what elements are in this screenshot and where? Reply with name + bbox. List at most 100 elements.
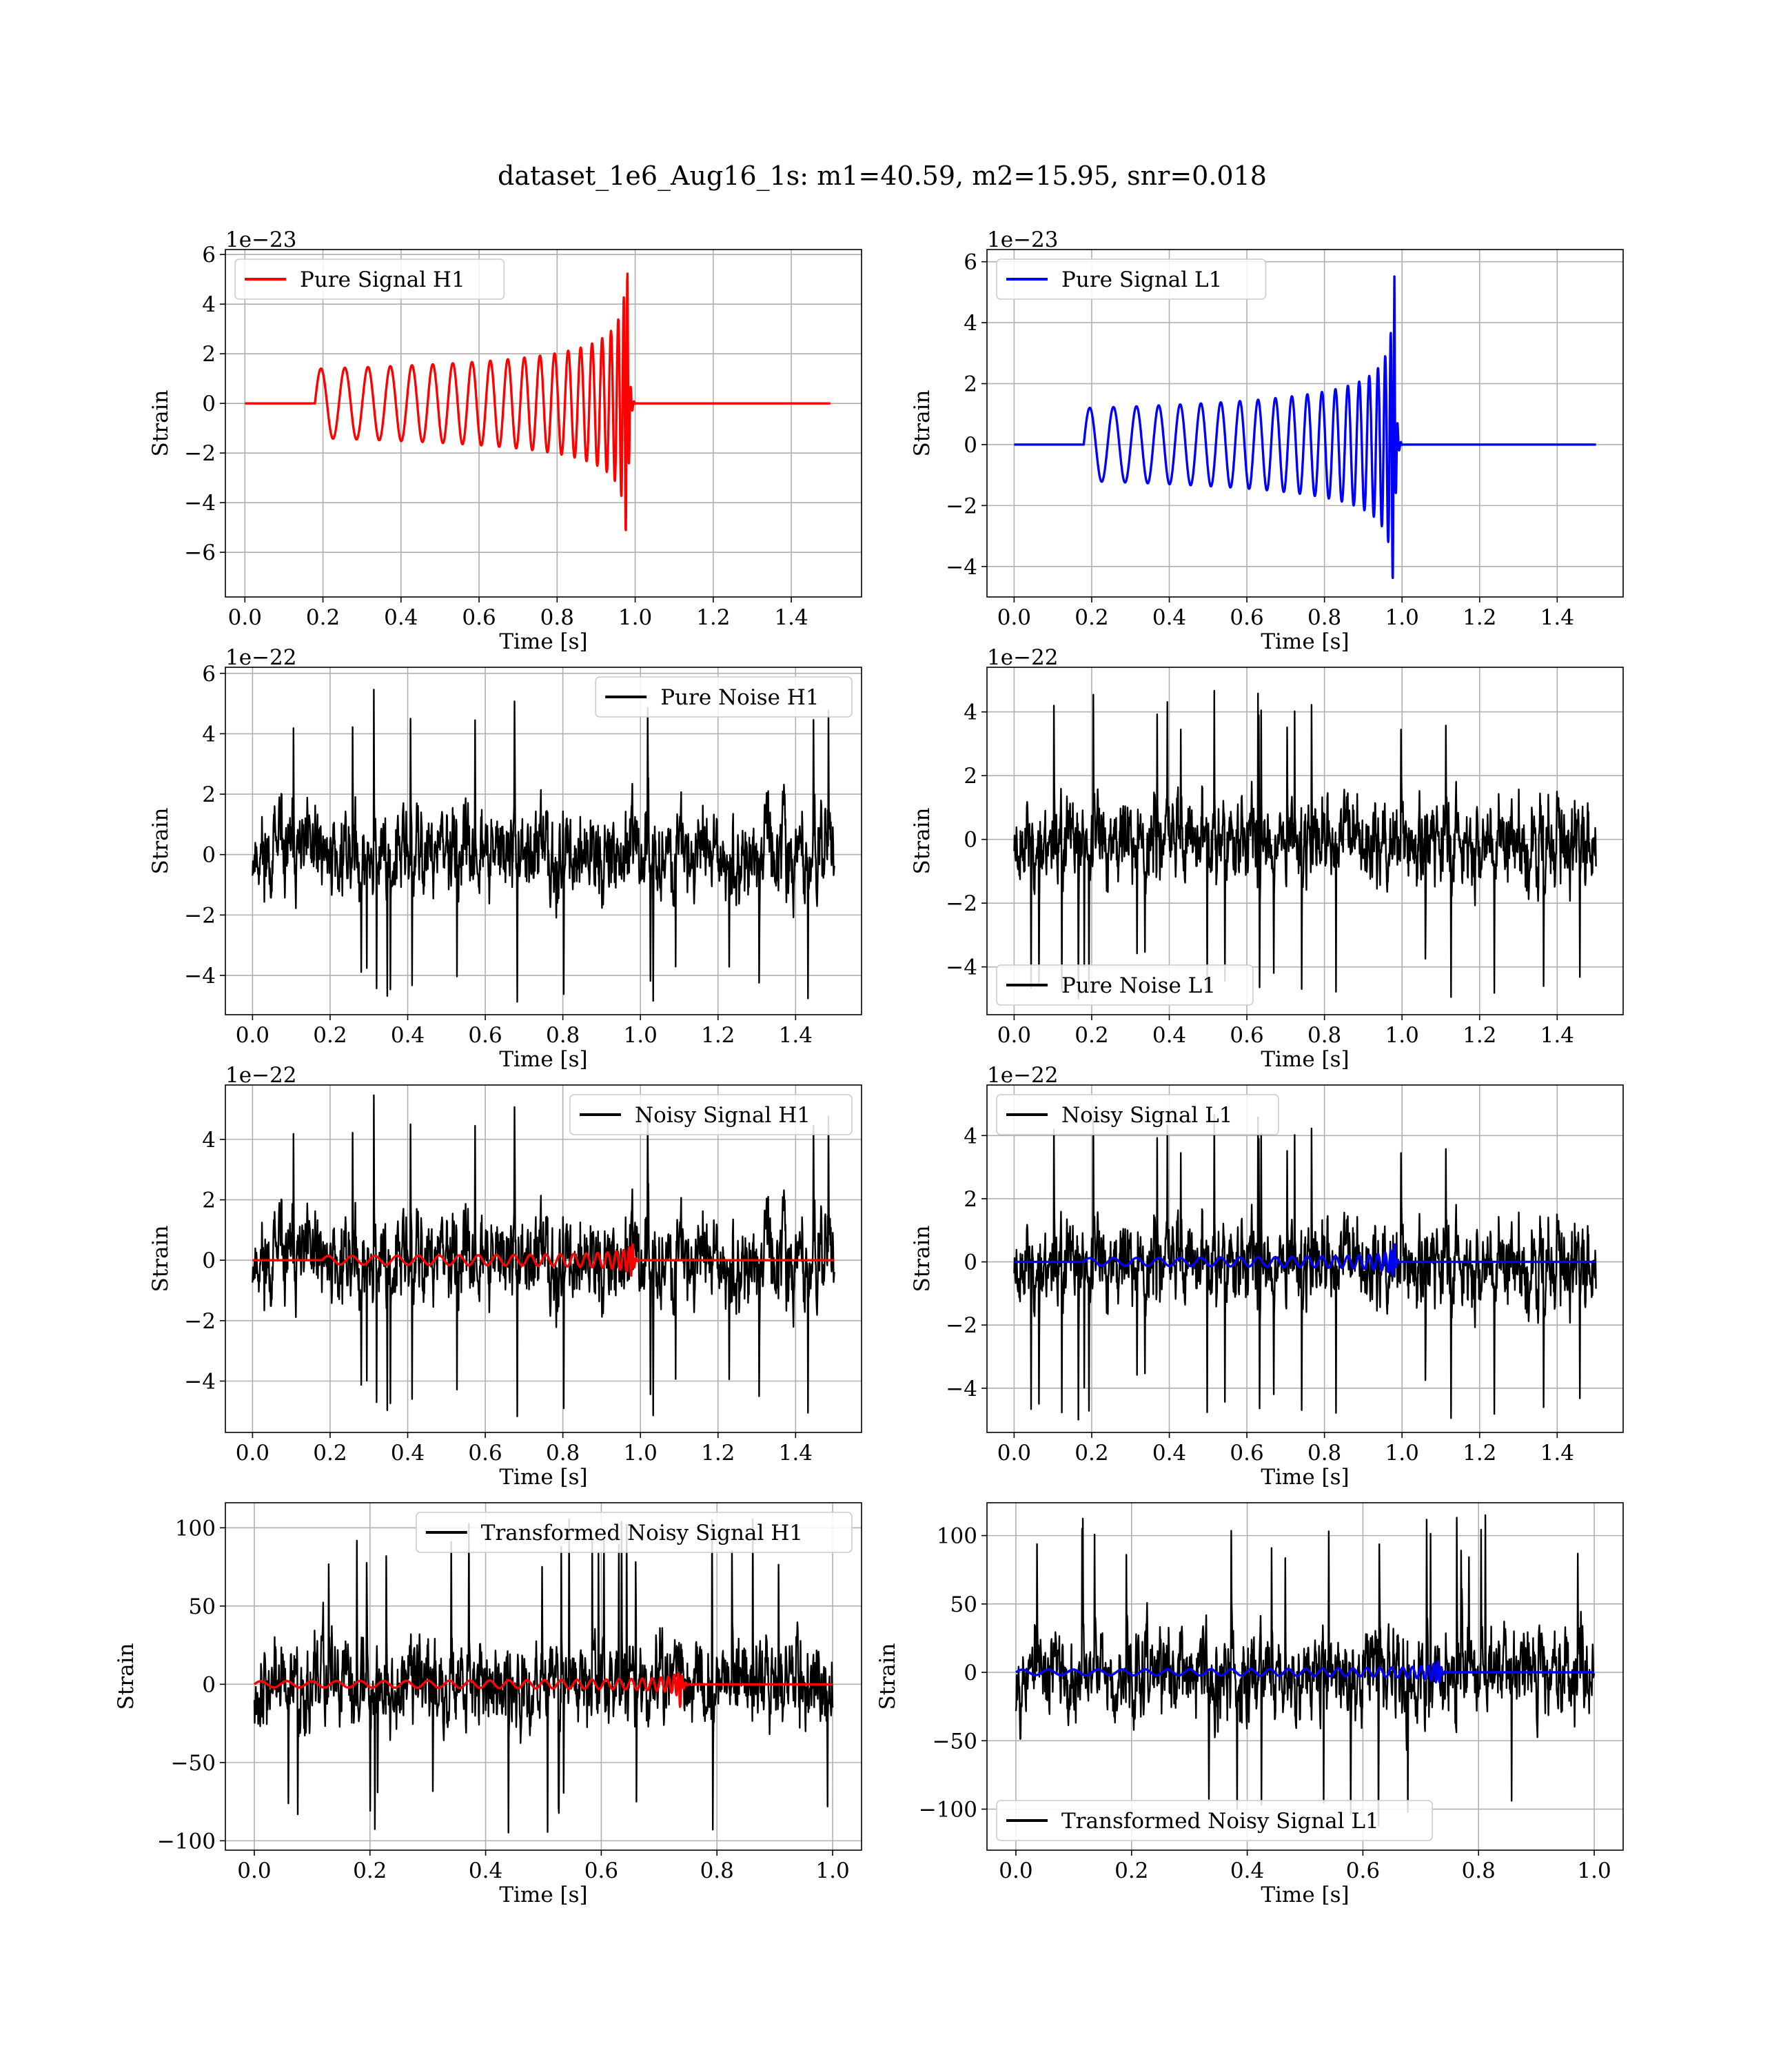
panel-pure-noise-l1: 0.0 0.2 0.4 0.6 0.8 1.0 1.2 1.4 −4 −2 0 2 4 Time [s] S…: [910, 645, 1624, 1072]
legend-label: Noisy Signal H1: [635, 1103, 811, 1128]
legend-label: Pure Noise H1: [660, 685, 819, 710]
x-tick-label: 0.4: [1152, 1441, 1186, 1466]
y-tick-label: 50: [950, 1592, 977, 1617]
y-tick-label: −6: [184, 540, 216, 565]
x-axis-label: Time [s]: [499, 1465, 587, 1490]
x-tick-label: 0.6: [584, 1858, 618, 1883]
legend: Pure Noise L1: [996, 964, 1254, 1006]
y-axis-label: Strain: [148, 808, 173, 875]
series-group: [1013, 689, 1597, 1000]
series-group: [252, 689, 835, 1003]
y-tick-label: 4: [202, 722, 216, 747]
y-axis-label: Strain: [148, 1226, 173, 1292]
axis-offset-text: 1e−22: [225, 1063, 297, 1088]
y-tick-label: 0: [964, 828, 977, 853]
axes-frame: [225, 1502, 862, 1851]
y-tick-label: −2: [184, 903, 216, 928]
legend: Pure Signal L1: [996, 258, 1267, 300]
x-tick-label: 0.2: [313, 1023, 347, 1048]
legend-label: Transformed Noisy Signal H1: [481, 1521, 803, 1545]
x-tick-label: 1.0: [624, 1441, 658, 1466]
series-group: [1015, 1514, 1596, 1827]
y-tick-label: 0: [964, 1250, 977, 1275]
y-tick-label: −2: [946, 1313, 977, 1338]
x-tick-label: 0.8: [1307, 1023, 1341, 1048]
axes-frame: [986, 249, 1624, 598]
y-tick-label: 0: [202, 1672, 216, 1697]
legend-box: [996, 1094, 1279, 1135]
x-tick-label: 1.2: [1463, 1023, 1496, 1048]
legend-box: [996, 258, 1267, 300]
x-tick-label: 1.0: [1385, 605, 1419, 630]
panel-transformed-l1: 0.0 0.2 0.4 0.6 0.8 1.0 −100 −50 0 50 100 Time [s] S…: [875, 1502, 1624, 1907]
series-group: [1013, 1113, 1597, 1421]
y-tick-label: −2: [184, 441, 216, 466]
x-tick-label: 0.4: [391, 1023, 425, 1048]
axis-offset-text: 1e−22: [987, 645, 1059, 670]
x-tick-label: 1.4: [1540, 605, 1574, 630]
x-tick-label: 0.8: [546, 1023, 580, 1048]
legend-box: [569, 1094, 853, 1135]
x-tick-label: 0.2: [1114, 1858, 1148, 1883]
y-tick-label: 0: [964, 1661, 977, 1685]
x-tick-label: 0.4: [1152, 1023, 1186, 1048]
x-tick-label: 1.0: [1577, 1858, 1611, 1883]
panel-noisy-signal-l1: 0.0 0.2 0.4 0.6 0.8 1.0 1.2 1.4 −4 −2 0 2 4 Time [s] S…: [910, 1063, 1624, 1490]
x-tick-label: 0.0: [236, 1441, 269, 1466]
legend-label: Pure Signal H1: [300, 267, 465, 292]
x-tick-label: 0.0: [236, 1023, 269, 1048]
y-tick-label: −2: [946, 494, 977, 518]
series-line-signal: [1015, 1660, 1596, 1684]
y-tick-label: −100: [157, 1829, 216, 1854]
series-line-signal: [253, 1672, 834, 1708]
x-axis-label: Time [s]: [499, 629, 587, 654]
y-tick-label: 4: [964, 700, 977, 725]
series-line-signal: [1013, 275, 1597, 580]
series-line-signal: [243, 272, 832, 531]
x-tick-label: 0.4: [1230, 1858, 1264, 1883]
y-tick-label: 100: [175, 1516, 216, 1541]
y-tick-label: −4: [184, 491, 216, 516]
x-tick-label: 0.2: [313, 1441, 347, 1466]
axes-frame: [986, 667, 1624, 1015]
series-line-noise: [252, 1094, 835, 1417]
x-axis-label: Time [s]: [1261, 1465, 1349, 1490]
x-tick-label: 0.6: [1230, 1023, 1263, 1048]
x-tick-label: 0.0: [228, 605, 262, 630]
series-group: [252, 1094, 835, 1417]
series-line-noise: [252, 689, 835, 1003]
y-tick-label: 6: [202, 662, 216, 687]
x-tick-label: 1.0: [815, 1858, 849, 1883]
x-tick-label: 0.0: [237, 1858, 271, 1883]
y-tick-label: 4: [964, 311, 977, 336]
x-axis-label: Time [s]: [499, 1047, 587, 1072]
y-axis-label: Strain: [910, 390, 935, 457]
x-tick-label: 0.0: [997, 1441, 1031, 1466]
legend-box: [415, 1512, 853, 1553]
panels: 0.0 0.2 0.4 0.6 0.8 1.0 1.2 1.4 −6 −4 −2 0 2 4 6 Time […: [114, 227, 1624, 1907]
x-tick-label: 0.0: [999, 1858, 1032, 1883]
legend-label: Noisy Signal L1: [1061, 1103, 1233, 1128]
x-axis-label: Time [s]: [1261, 1883, 1349, 1907]
x-tick-label: 0.8: [1307, 1441, 1341, 1466]
figure-title: dataset_1e6_Aug16_1s: m1=40.59, m2=15.95…: [498, 161, 1267, 192]
y-axis-label: Strain: [875, 1643, 900, 1710]
panel-pure-noise-h1: 0.0 0.2 0.4 0.6 0.8 1.0 1.2 1.4 −4 −2 0 2 4 6 Time [s]…: [148, 645, 862, 1072]
series-line-noise: [1013, 689, 1597, 1000]
y-tick-label: 2: [964, 764, 977, 789]
y-tick-label: −2: [946, 891, 977, 916]
x-tick-label: 0.8: [1462, 1858, 1496, 1883]
y-tick-label: 4: [964, 1124, 977, 1148]
y-tick-label: 4: [202, 1128, 216, 1153]
y-tick-label: −4: [946, 955, 977, 980]
x-axis-label: Time [s]: [499, 1883, 587, 1907]
x-tick-label: 0.8: [540, 605, 574, 630]
panel-pure-signal-h1: 0.0 0.2 0.4 0.6 0.8 1.0 1.2 1.4 −6 −4 −2 0 2 4 6 Time […: [148, 227, 862, 654]
x-tick-label: 1.0: [618, 605, 652, 630]
x-tick-label: 0.6: [1346, 1858, 1380, 1883]
y-tick-label: 0: [202, 843, 216, 868]
x-tick-label: 1.2: [1463, 1441, 1496, 1466]
y-tick-label: 6: [964, 250, 977, 275]
series-line-signal: [1013, 1243, 1597, 1277]
series-line-noise: [1015, 1514, 1596, 1827]
